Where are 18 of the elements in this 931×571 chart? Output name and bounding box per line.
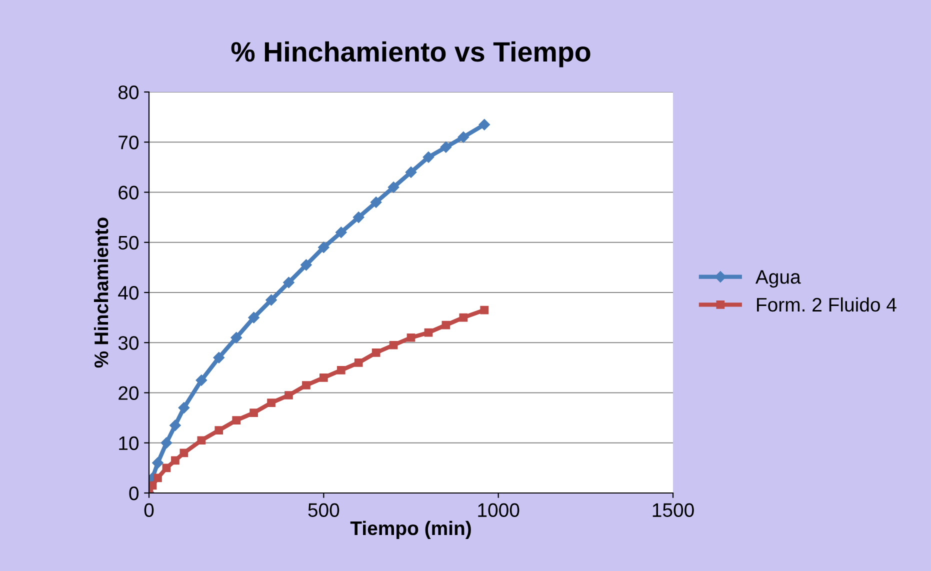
x-axis-title: Tiempo (min)	[350, 520, 471, 539]
y-tick-label: 20	[118, 386, 139, 400]
legend-label: Form. 2 Fluido 4	[757, 297, 896, 312]
y-tick-label: 80	[118, 85, 139, 100]
y-tick-label: 10	[119, 436, 139, 450]
x-tick-label: 500	[308, 503, 340, 518]
x-tick-label: 1000	[478, 503, 520, 518]
y-tick-label: 70	[118, 136, 139, 150]
x-tick-label: 1500	[652, 503, 694, 518]
x-tick-label: 0	[144, 503, 154, 518]
y-axis-title: % Hinchamiento	[94, 218, 108, 368]
chart-title: % Hinchamiento vs Tiempo	[231, 41, 590, 68]
y-tick-label: 0	[129, 486, 139, 500]
y-tick-label: 40	[118, 286, 139, 300]
legend-label: Agua	[755, 270, 801, 288]
y-tick-label: 60	[118, 186, 139, 200]
y-tick-label: 50	[118, 236, 139, 250]
y-tick-label: 30	[118, 336, 139, 350]
